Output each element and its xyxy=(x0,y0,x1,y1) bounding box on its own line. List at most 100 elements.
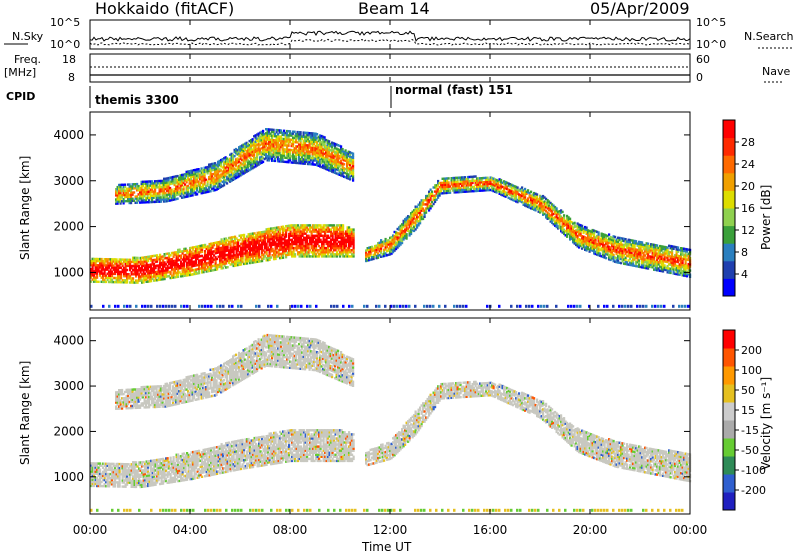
range-cell xyxy=(256,254,259,257)
range-cell xyxy=(316,226,319,229)
range-cell xyxy=(328,242,331,246)
range-cell xyxy=(248,150,251,153)
range-cell xyxy=(149,184,152,187)
range-cell xyxy=(211,175,214,178)
range-cell xyxy=(252,257,255,260)
range-cell xyxy=(269,149,272,152)
range-cell xyxy=(215,171,218,175)
range-cell xyxy=(238,259,241,262)
range-cell xyxy=(249,253,252,256)
range-cell xyxy=(316,240,319,244)
range-cell xyxy=(271,128,274,131)
range-cell xyxy=(307,242,310,246)
range-cell xyxy=(218,178,221,181)
range-cell xyxy=(177,271,180,274)
range-cell xyxy=(117,266,120,269)
range-cell xyxy=(569,217,572,220)
range-cell xyxy=(193,173,196,176)
range-cell xyxy=(173,181,176,185)
range-cell xyxy=(277,226,280,229)
range-cell xyxy=(111,278,114,282)
range-cell xyxy=(188,182,191,185)
range-cell xyxy=(160,255,163,258)
range-cell xyxy=(289,242,292,246)
range-cell xyxy=(223,165,226,168)
range-cell xyxy=(135,267,138,270)
range-cell xyxy=(306,253,309,256)
range-cell xyxy=(300,238,303,242)
range-cell xyxy=(193,260,196,263)
range-cell xyxy=(220,263,223,266)
range-cell xyxy=(352,255,355,258)
range-cell xyxy=(279,252,282,256)
range-cell xyxy=(168,256,171,259)
range-cell xyxy=(346,255,349,258)
range-cell xyxy=(248,152,251,155)
range-cell xyxy=(256,258,259,261)
range-cell xyxy=(250,145,253,148)
range-cell xyxy=(181,173,184,177)
range-cell xyxy=(322,253,325,256)
range-cell xyxy=(124,191,127,195)
range-cell xyxy=(116,188,119,191)
range-cell xyxy=(327,236,330,239)
range-cell xyxy=(232,264,235,268)
range-cell xyxy=(129,275,132,278)
range-cell xyxy=(251,160,254,164)
range-cell xyxy=(563,214,566,217)
range-cell xyxy=(167,197,170,200)
range-cell xyxy=(111,258,114,261)
range-cell xyxy=(289,159,292,162)
range-cell xyxy=(215,176,218,179)
range-cell xyxy=(300,232,303,235)
range-cell xyxy=(120,272,123,276)
range-cell xyxy=(253,149,256,152)
range-cell xyxy=(148,257,151,260)
range-cell xyxy=(312,253,315,256)
range-cell xyxy=(227,158,230,161)
range-cell xyxy=(133,183,136,186)
range-cell xyxy=(345,234,348,237)
range-cell xyxy=(256,139,259,142)
range-cell xyxy=(181,175,184,179)
range-cell xyxy=(325,228,328,231)
range-cell xyxy=(157,266,160,269)
range-cell xyxy=(105,258,108,261)
range-cell xyxy=(91,268,94,271)
range-cell xyxy=(206,184,209,187)
range-cell xyxy=(262,230,265,234)
range-cell xyxy=(155,196,158,199)
range-cell xyxy=(118,190,121,193)
range-cell xyxy=(228,251,231,254)
range-cell xyxy=(292,232,295,235)
range-cell xyxy=(195,258,198,261)
range-cell xyxy=(120,266,123,269)
range-cell xyxy=(154,264,157,268)
range-cell xyxy=(157,258,160,261)
range-cell xyxy=(217,181,220,184)
range-cell xyxy=(158,198,161,201)
range-cell xyxy=(215,182,218,185)
range-cell xyxy=(220,240,223,243)
range-cell xyxy=(330,234,333,237)
range-cell xyxy=(192,264,195,268)
range-cell xyxy=(243,238,246,241)
range-cell xyxy=(166,197,169,201)
range-cell xyxy=(263,133,266,136)
range-cell xyxy=(130,273,133,276)
range-cell xyxy=(234,262,237,265)
range-cell xyxy=(140,197,143,200)
range-cell xyxy=(239,170,242,173)
range-cell xyxy=(259,247,262,251)
range-cell xyxy=(242,155,245,159)
range-cell xyxy=(188,172,191,175)
range-cell xyxy=(164,198,167,201)
range-cell xyxy=(180,273,183,276)
range-cell xyxy=(342,251,345,254)
range-cell xyxy=(189,248,192,252)
range-cell xyxy=(202,262,205,266)
range-cell xyxy=(279,232,282,235)
range-cell xyxy=(274,141,277,144)
range-cell xyxy=(150,267,153,270)
range-cell xyxy=(349,178,352,181)
